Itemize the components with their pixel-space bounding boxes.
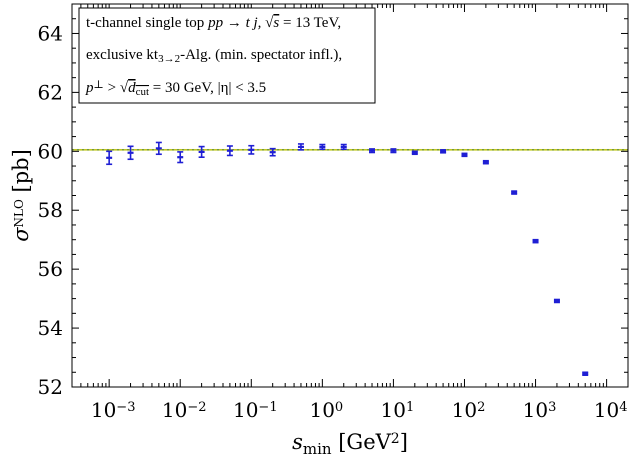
data-point xyxy=(532,238,539,244)
x-tick-label: 103 xyxy=(523,398,557,422)
x-tick-label: 10−3 xyxy=(91,398,136,422)
process-info-box: t-channel single top pp → t j, √s = 13 T… xyxy=(78,7,376,104)
x-tick-label: 101 xyxy=(381,398,415,422)
x-tick-label: 100 xyxy=(309,398,343,422)
data-point xyxy=(461,152,468,158)
y-tick-label: 54 xyxy=(38,316,63,340)
process-info-line-3: p⊥ > √dcut = 30 GeV, |η| < 3.5 xyxy=(85,79,266,99)
data-point xyxy=(369,148,376,154)
data-point xyxy=(248,144,255,155)
x-tick-label: 10−1 xyxy=(233,398,278,422)
y-tick-label: 60 xyxy=(38,139,63,163)
sqrt-sign: √ xyxy=(265,15,274,31)
data-point xyxy=(411,150,418,156)
sqrt-sign: √ xyxy=(120,80,129,96)
data-point xyxy=(582,371,589,377)
data-point xyxy=(226,145,233,157)
data-point xyxy=(319,143,326,151)
process-info-line-1: t-channel single top pp → t j, √s = 13 T… xyxy=(86,15,341,31)
data-point xyxy=(482,159,489,165)
ticks-layer xyxy=(71,3,629,388)
data-point xyxy=(553,298,560,304)
y-tick-label: 56 xyxy=(38,257,63,281)
data-point xyxy=(297,143,304,151)
x-tick-label: 10−2 xyxy=(162,398,207,422)
data-point xyxy=(390,148,397,154)
data-points-layer xyxy=(106,141,589,377)
y-tick-label: 58 xyxy=(38,198,63,222)
tick-labels-layer: 52 54 56 58 60 62 64 10−3 10−2 10−1 100 101 102 103 10… xyxy=(38,21,628,422)
y-tick-label: 62 xyxy=(38,80,63,104)
data-point xyxy=(106,150,113,166)
x-tick-label: 102 xyxy=(452,398,486,422)
data-point xyxy=(340,143,347,151)
data-point xyxy=(269,147,276,157)
reference-line-layer xyxy=(72,148,628,151)
data-point xyxy=(440,149,447,154)
y-tick-label: 52 xyxy=(38,375,63,399)
x-axis-label: smin [GeV2] xyxy=(292,430,408,455)
data-point xyxy=(127,145,134,161)
process-info-box-frame xyxy=(78,7,376,104)
x-tick-label: 104 xyxy=(594,398,628,422)
data-point xyxy=(177,151,184,164)
process-info-line-2: exclusive kt3→2-Alg. (min. spectator inf… xyxy=(86,47,342,65)
data-point xyxy=(198,145,205,158)
data-point xyxy=(511,190,518,195)
data-point xyxy=(155,141,162,156)
y-tick-label: 64 xyxy=(38,21,63,45)
y-axis-label: σNLO [pb] xyxy=(9,149,33,242)
